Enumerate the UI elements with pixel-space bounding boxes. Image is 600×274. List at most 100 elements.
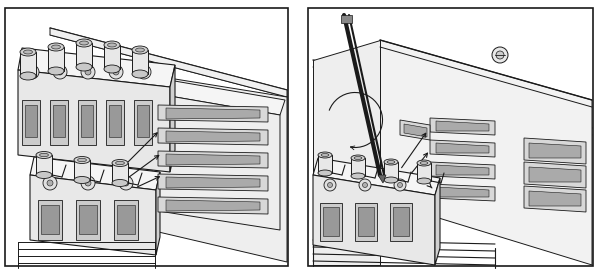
Polygon shape — [393, 207, 409, 236]
Ellipse shape — [384, 159, 398, 165]
Polygon shape — [158, 151, 268, 168]
Polygon shape — [435, 178, 440, 265]
Polygon shape — [25, 105, 37, 137]
Circle shape — [85, 69, 91, 75]
Ellipse shape — [107, 43, 116, 47]
Ellipse shape — [417, 178, 431, 184]
Polygon shape — [378, 175, 386, 183]
Polygon shape — [318, 155, 332, 173]
Circle shape — [85, 180, 91, 186]
Polygon shape — [166, 108, 260, 119]
Circle shape — [81, 65, 95, 79]
Polygon shape — [323, 207, 339, 236]
Polygon shape — [18, 70, 170, 172]
Bar — [308, 8, 593, 266]
Polygon shape — [76, 200, 100, 240]
Polygon shape — [152, 78, 285, 115]
Polygon shape — [529, 191, 581, 206]
Circle shape — [328, 182, 332, 187]
Polygon shape — [430, 184, 495, 201]
Ellipse shape — [48, 43, 64, 51]
Polygon shape — [74, 160, 90, 180]
Ellipse shape — [48, 67, 64, 75]
Circle shape — [113, 69, 119, 75]
Ellipse shape — [417, 160, 431, 166]
Polygon shape — [150, 75, 287, 262]
Polygon shape — [400, 120, 430, 140]
Polygon shape — [166, 200, 260, 211]
Polygon shape — [380, 40, 592, 265]
Polygon shape — [524, 138, 586, 164]
Polygon shape — [76, 43, 92, 67]
Ellipse shape — [384, 177, 398, 183]
Ellipse shape — [387, 161, 395, 164]
Polygon shape — [436, 143, 489, 153]
Polygon shape — [79, 205, 97, 234]
Ellipse shape — [74, 156, 90, 164]
Circle shape — [53, 65, 67, 79]
Circle shape — [496, 51, 504, 59]
Ellipse shape — [104, 65, 120, 73]
Ellipse shape — [23, 50, 32, 54]
Ellipse shape — [74, 176, 90, 184]
Circle shape — [109, 65, 123, 79]
Polygon shape — [404, 124, 427, 137]
Ellipse shape — [136, 48, 145, 52]
Polygon shape — [81, 105, 93, 137]
Ellipse shape — [351, 155, 365, 161]
Ellipse shape — [20, 48, 36, 56]
Polygon shape — [158, 128, 268, 145]
Polygon shape — [50, 28, 287, 97]
Polygon shape — [30, 157, 160, 190]
Polygon shape — [170, 65, 175, 172]
Polygon shape — [341, 15, 352, 23]
Polygon shape — [158, 105, 268, 122]
Polygon shape — [313, 158, 440, 195]
Polygon shape — [36, 155, 52, 175]
Ellipse shape — [80, 41, 88, 45]
Ellipse shape — [132, 70, 148, 78]
Ellipse shape — [112, 179, 128, 187]
Polygon shape — [436, 165, 489, 175]
Ellipse shape — [321, 153, 329, 156]
Circle shape — [324, 179, 336, 191]
Polygon shape — [524, 162, 586, 188]
Polygon shape — [20, 52, 36, 76]
Bar — [5, 8, 288, 266]
Polygon shape — [156, 172, 160, 255]
Polygon shape — [134, 100, 152, 145]
Ellipse shape — [36, 172, 52, 178]
Polygon shape — [436, 187, 489, 197]
Polygon shape — [358, 207, 374, 236]
Polygon shape — [436, 121, 489, 131]
Polygon shape — [158, 197, 268, 214]
Polygon shape — [106, 100, 124, 145]
Ellipse shape — [116, 161, 124, 165]
Circle shape — [57, 69, 63, 75]
Polygon shape — [117, 205, 135, 234]
Ellipse shape — [76, 63, 92, 71]
Polygon shape — [166, 131, 260, 142]
Polygon shape — [78, 100, 96, 145]
Ellipse shape — [351, 173, 365, 179]
Circle shape — [47, 180, 53, 186]
Ellipse shape — [104, 41, 120, 49]
Ellipse shape — [318, 152, 332, 158]
Polygon shape — [50, 100, 68, 145]
Polygon shape — [430, 140, 495, 157]
Circle shape — [141, 69, 147, 75]
Polygon shape — [114, 200, 138, 240]
Ellipse shape — [52, 45, 61, 49]
Polygon shape — [18, 48, 175, 87]
Polygon shape — [158, 174, 268, 191]
Polygon shape — [22, 100, 40, 145]
Polygon shape — [132, 50, 148, 74]
Polygon shape — [137, 105, 149, 137]
Circle shape — [119, 176, 133, 190]
Circle shape — [123, 180, 129, 186]
Polygon shape — [320, 203, 342, 241]
Polygon shape — [351, 158, 365, 176]
Polygon shape — [430, 118, 495, 135]
Circle shape — [394, 179, 406, 191]
Ellipse shape — [40, 153, 49, 157]
